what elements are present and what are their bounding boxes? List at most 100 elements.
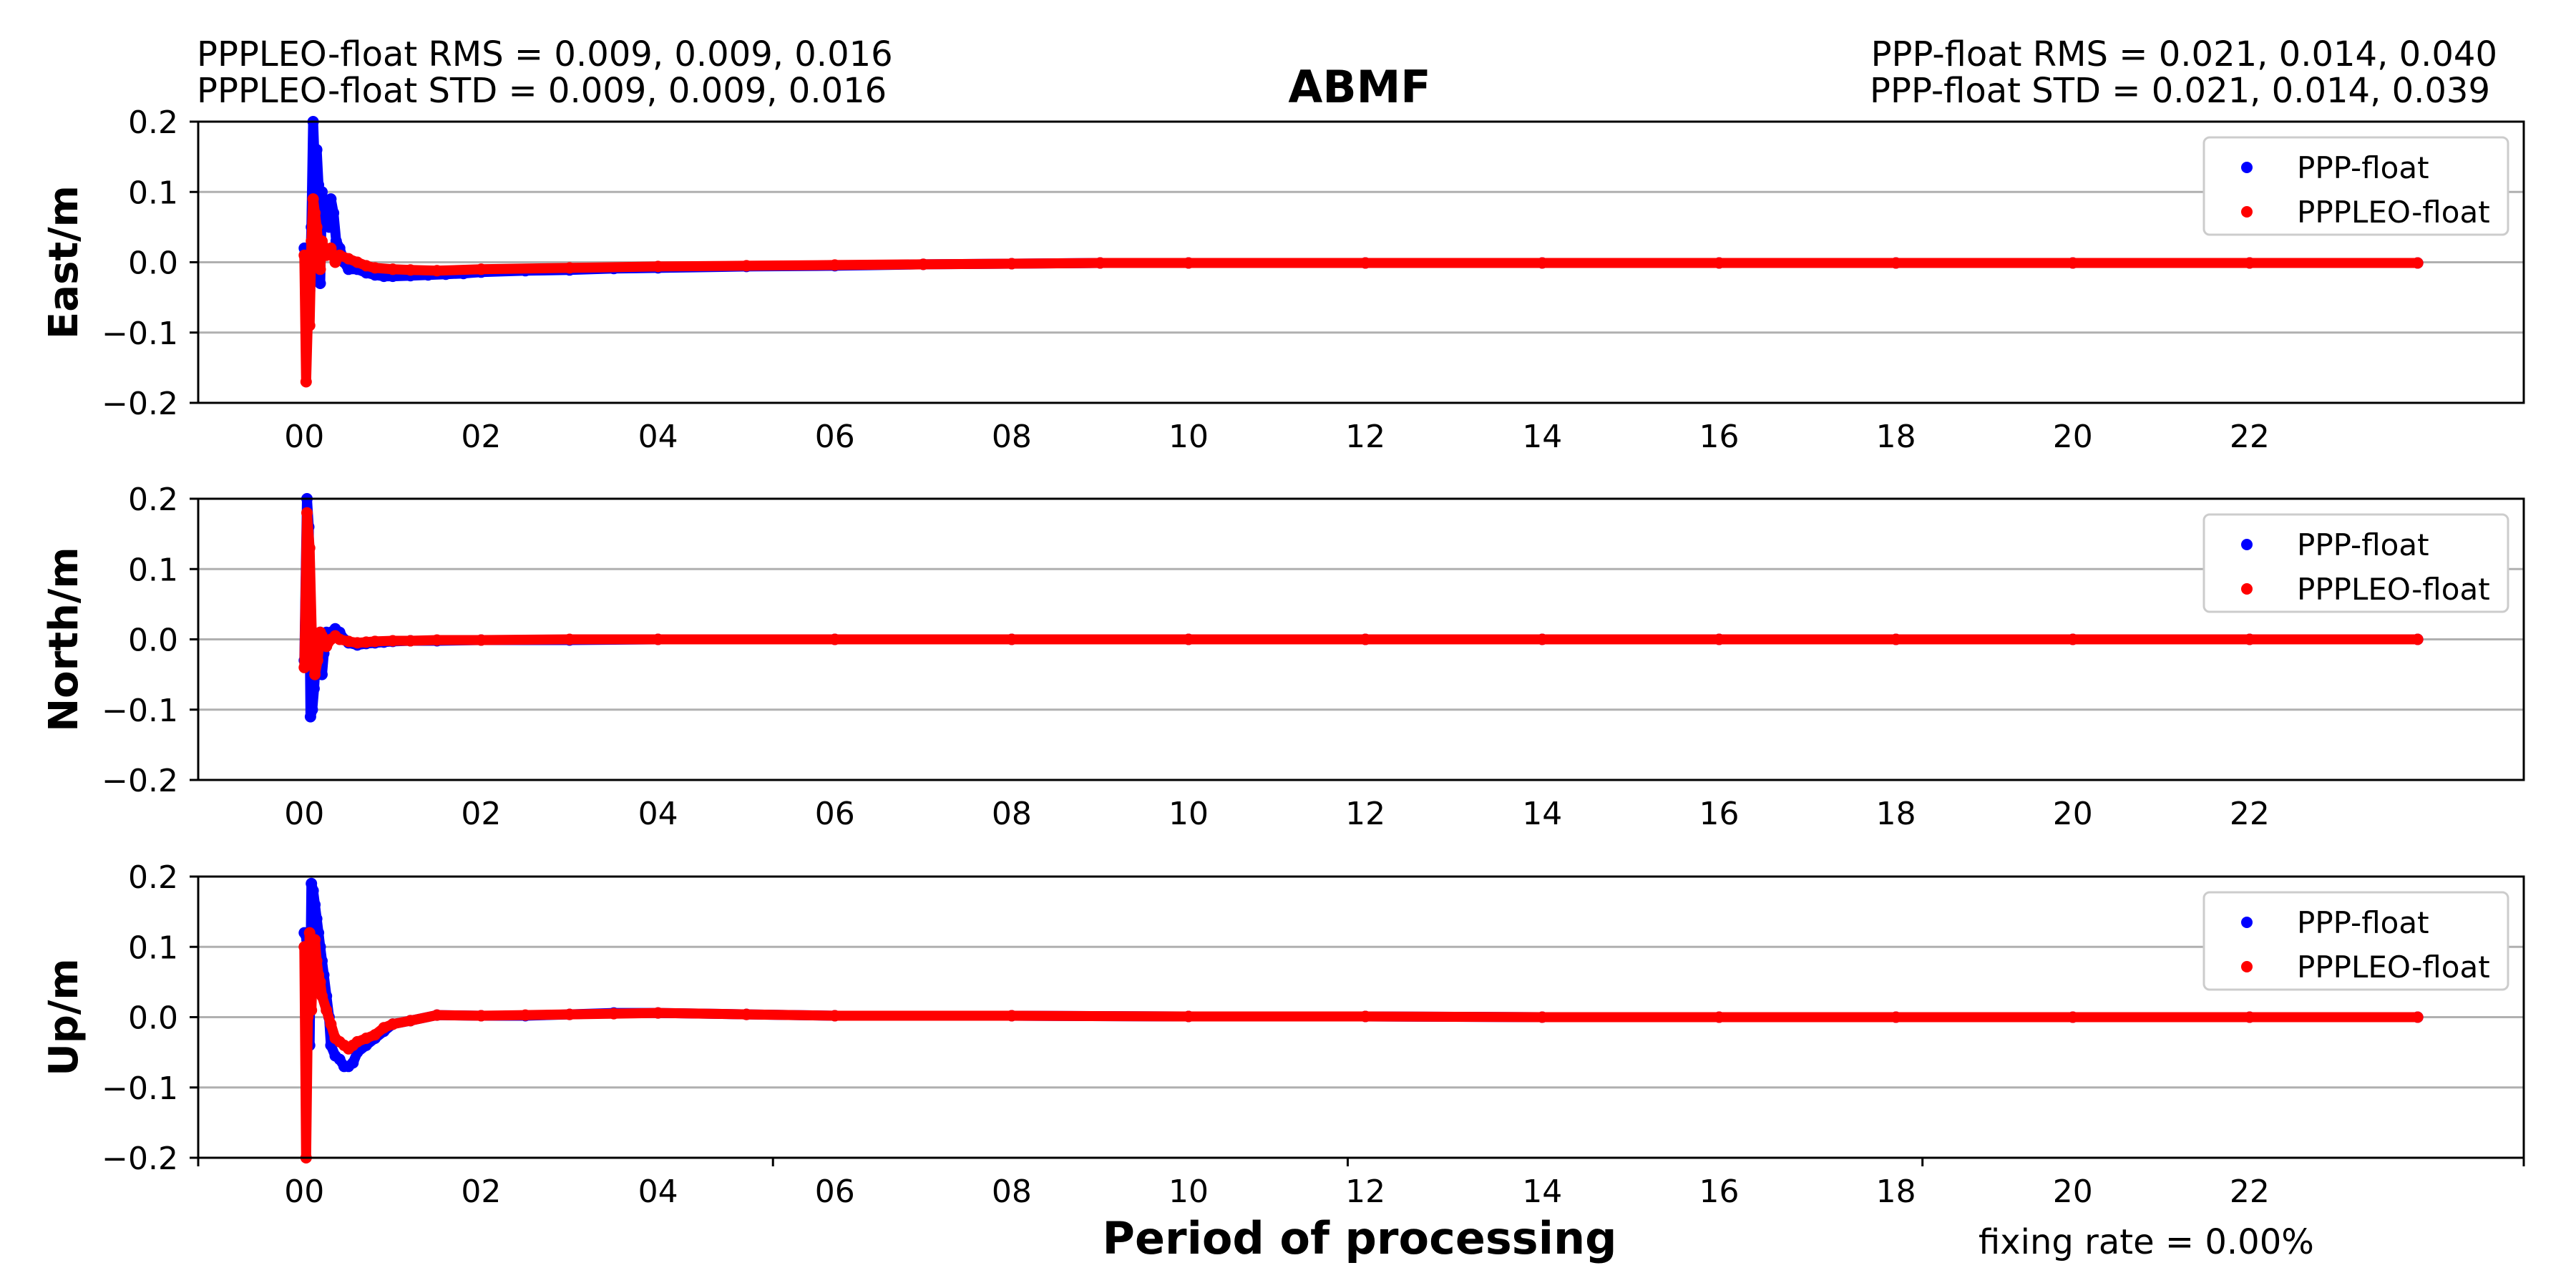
x-tick-label: 00 (284, 796, 324, 832)
data-point (829, 1010, 841, 1022)
data-point (1713, 257, 1725, 269)
y-axis-label: East/m (41, 185, 87, 339)
y-tick-label: −0.1 (102, 693, 178, 729)
x-tick-label: 04 (638, 1174, 678, 1210)
data-point (325, 193, 337, 205)
legend-marker (2241, 961, 2253, 972)
x-tick-label: 16 (1699, 1174, 1739, 1210)
series-pppleo-float (298, 193, 2424, 388)
y-tick-label: 0.2 (128, 482, 178, 518)
data-point (309, 165, 321, 177)
fixing-rate-label: fixing rate = 0.00% (1979, 1222, 2314, 1262)
x-tick-label: 00 (284, 1174, 324, 1210)
data-point (309, 207, 321, 219)
x-tick-label: 16 (1699, 419, 1739, 455)
x-tick-label: 06 (815, 796, 855, 832)
data-point (2411, 633, 2424, 645)
data-point (300, 376, 312, 388)
y-tick-label: 0.2 (128, 859, 178, 896)
data-point (475, 634, 487, 646)
x-tick-label: 12 (1345, 796, 1385, 832)
legend-label: PPPLEO-float (2297, 572, 2490, 607)
data-point (311, 913, 323, 924)
data-point (1183, 257, 1194, 269)
data-point (1183, 633, 1194, 645)
data-point (306, 235, 318, 247)
data-point (351, 637, 364, 649)
x-tick-label: 10 (1169, 419, 1209, 455)
data-point (347, 1057, 359, 1069)
data-point (741, 260, 753, 272)
data-point (1713, 1011, 1725, 1023)
data-point (1890, 257, 1902, 269)
stats-right-std: PPP-float STD = 0.021, 0.014, 0.039 (1870, 71, 2490, 111)
data-point (1536, 633, 1548, 645)
data-point (519, 1009, 532, 1021)
legend-box (2202, 136, 2509, 236)
x-tick-label: 22 (2230, 419, 2270, 455)
y-tick-label: 0.1 (128, 175, 178, 211)
data-point (564, 262, 575, 274)
data-point (343, 263, 355, 275)
y-tick-label: 0.2 (128, 104, 178, 141)
data-point (1094, 257, 1106, 269)
data-point (2411, 257, 2424, 269)
data-point (404, 635, 416, 647)
data-point (316, 630, 328, 642)
x-tick-label: 10 (1169, 1174, 1209, 1210)
data-point (333, 249, 346, 261)
x-tick-label: 06 (815, 1174, 855, 1210)
data-point (309, 668, 321, 680)
y-tick-label: −0.2 (102, 386, 178, 422)
x-tick-label: 22 (2230, 1174, 2270, 1210)
x-tick-label: 08 (992, 796, 1032, 832)
data-point (351, 256, 364, 268)
data-point (741, 1008, 753, 1020)
stats-left-std: PPPLEO-float STD = 0.009, 0.009, 0.016 (197, 71, 887, 111)
data-point (386, 1018, 399, 1030)
data-point (298, 941, 311, 953)
data-point (2067, 1011, 2079, 1023)
x-tick-label: 20 (2053, 796, 2093, 832)
data-point (343, 635, 355, 648)
data-point (303, 542, 316, 554)
stats-left-rms: PPPLEO-float RMS = 0.009, 0.009, 0.016 (197, 34, 893, 74)
legend: PPP-float PPPLEO-float (2202, 513, 2509, 613)
legend: PPP-float PPPLEO-float (2202, 136, 2509, 236)
data-point (2067, 633, 2079, 645)
data-point (328, 207, 340, 219)
x-tick-label: 14 (1522, 796, 1562, 832)
chart-title: ABMF (1288, 61, 1430, 113)
data-point (1536, 257, 1548, 269)
data-point (608, 1008, 620, 1020)
x-tick-label: 06 (815, 419, 855, 455)
stats-right-rms: PPP-float RMS = 0.021, 0.014, 0.040 (1871, 34, 2497, 74)
x-tick-label: 02 (461, 796, 501, 832)
subplot-1: −0.2 −0.1 0.0 0.1 0.2 00 02 04 06 08 10 12 14 16 18 20 2… (41, 104, 2525, 455)
data-point (298, 661, 311, 673)
data-point (2411, 1011, 2424, 1023)
x-tick-label: 18 (1876, 1174, 1916, 1210)
data-point (1890, 1011, 1902, 1023)
legend-label: PPP-float (2297, 150, 2429, 185)
data-point (1005, 633, 1018, 645)
data-point (309, 899, 321, 911)
x-tick-label: 08 (992, 1174, 1032, 1210)
data-point (431, 265, 443, 277)
legend-label: PPPLEO-float (2297, 950, 2490, 985)
data-point (314, 263, 326, 275)
data-point (404, 1015, 416, 1027)
legend-label: PPPLEO-float (2297, 195, 2490, 230)
x-tick-label: 04 (638, 419, 678, 455)
data-point (1360, 633, 1372, 645)
y-tick-label: −0.2 (102, 1141, 178, 1177)
data-point (308, 683, 320, 695)
data-point (1005, 258, 1018, 270)
data-point (1713, 633, 1725, 645)
legend-label: PPP-float (2297, 905, 2429, 940)
data-point (386, 263, 399, 275)
data-point (1360, 257, 1372, 269)
data-point (314, 976, 326, 988)
data-point (306, 703, 318, 716)
data-point (351, 1035, 364, 1048)
